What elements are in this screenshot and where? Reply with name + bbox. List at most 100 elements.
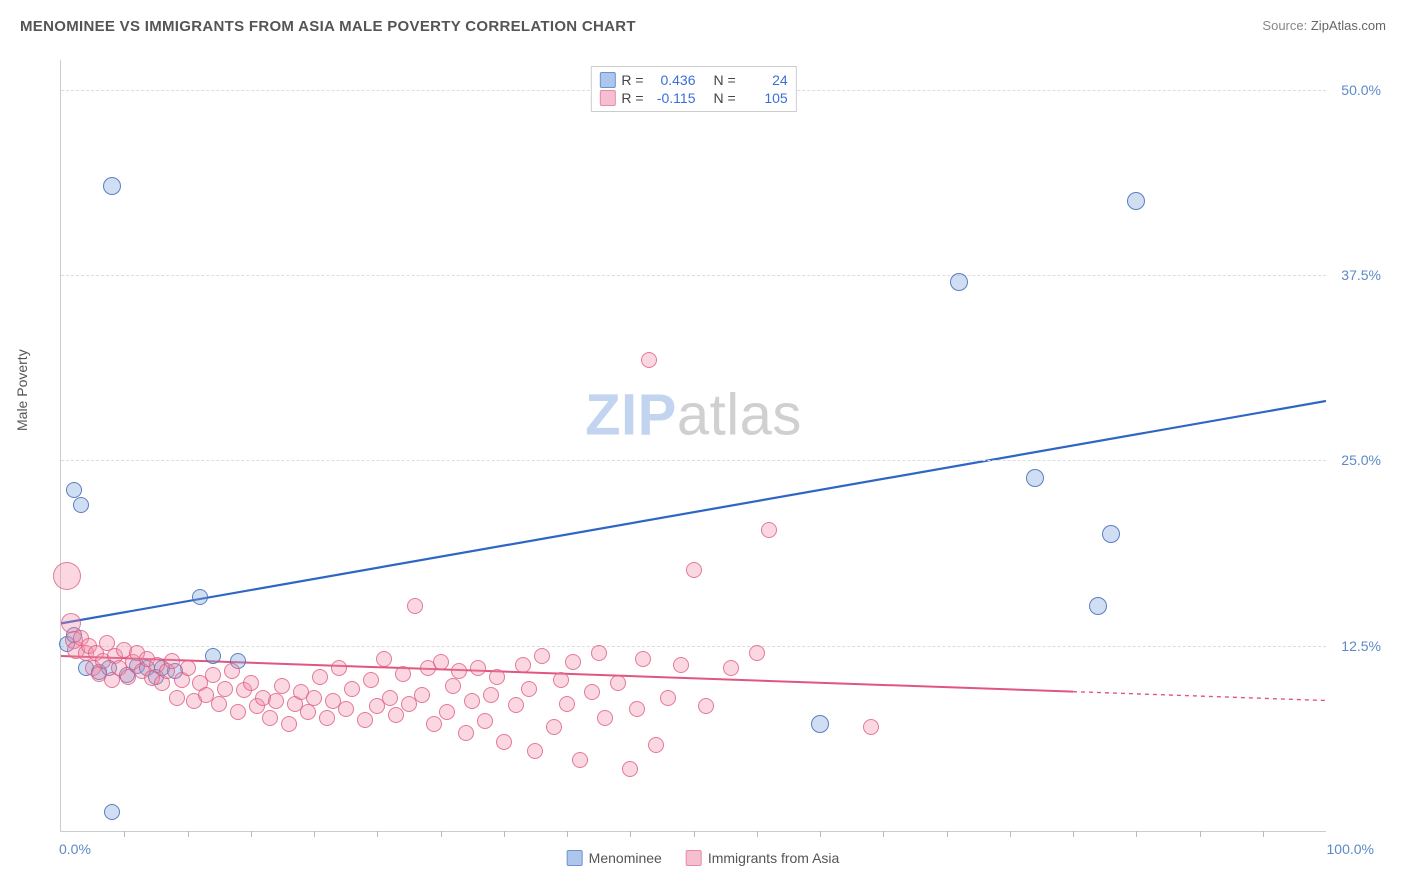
data-point bbox=[395, 666, 411, 682]
data-point bbox=[164, 653, 180, 669]
data-point bbox=[508, 697, 524, 713]
x-tick-mark bbox=[757, 831, 758, 837]
legend-row-immigrants: R = -0.115 N = 105 bbox=[599, 89, 787, 107]
data-point bbox=[376, 651, 392, 667]
legend-swatch-menominee bbox=[599, 72, 615, 88]
data-point bbox=[388, 707, 404, 723]
x-tick-100: 100.0% bbox=[1327, 841, 1374, 857]
correlation-legend: R = 0.436 N = 24 R = -0.115 N = 105 bbox=[590, 66, 796, 112]
data-point bbox=[483, 687, 499, 703]
data-point bbox=[950, 273, 968, 291]
data-point bbox=[470, 660, 486, 676]
n-value-menominee: 24 bbox=[742, 72, 788, 88]
x-tick-mark bbox=[377, 831, 378, 837]
data-point bbox=[648, 737, 664, 753]
legend-label-menominee: Menominee bbox=[589, 850, 662, 866]
data-point bbox=[686, 562, 702, 578]
x-tick-mark bbox=[567, 831, 568, 837]
x-tick-mark bbox=[1073, 831, 1074, 837]
x-tick-mark bbox=[1010, 831, 1011, 837]
x-tick-mark bbox=[504, 831, 505, 837]
data-point bbox=[338, 701, 354, 717]
data-point bbox=[363, 672, 379, 688]
data-point bbox=[546, 719, 562, 735]
data-point bbox=[521, 681, 537, 697]
x-tick-mark bbox=[441, 831, 442, 837]
data-point bbox=[477, 713, 493, 729]
data-point bbox=[205, 667, 221, 683]
data-point bbox=[66, 482, 82, 498]
data-point bbox=[426, 716, 442, 732]
legend-row-menominee: R = 0.436 N = 24 bbox=[599, 71, 787, 89]
data-point bbox=[211, 696, 227, 712]
data-point bbox=[565, 654, 581, 670]
data-point bbox=[407, 598, 423, 614]
source-attribution: Source: ZipAtlas.com bbox=[1262, 18, 1386, 33]
data-point bbox=[629, 701, 645, 717]
data-point bbox=[597, 710, 613, 726]
data-point bbox=[331, 660, 347, 676]
legend-swatch-immigrants-icon bbox=[686, 850, 702, 866]
data-point bbox=[1127, 192, 1145, 210]
data-point bbox=[414, 687, 430, 703]
data-point bbox=[527, 743, 543, 759]
data-point bbox=[761, 522, 777, 538]
y-tick-label: 37.5% bbox=[1341, 267, 1381, 283]
data-point bbox=[344, 681, 360, 697]
x-tick-mark bbox=[883, 831, 884, 837]
data-point bbox=[205, 648, 221, 664]
y-tick-label: 12.5% bbox=[1341, 638, 1381, 654]
chart-title: MENOMINEE VS IMMIGRANTS FROM ASIA MALE P… bbox=[20, 18, 636, 35]
data-point bbox=[169, 690, 185, 706]
data-point bbox=[641, 352, 657, 368]
data-point bbox=[610, 675, 626, 691]
watermark: ZIPatlas bbox=[585, 381, 802, 448]
n-label: N = bbox=[714, 72, 736, 88]
data-point bbox=[300, 704, 316, 720]
x-tick-mark bbox=[630, 831, 631, 837]
data-point bbox=[811, 715, 829, 733]
r-value-immigrants: -0.115 bbox=[650, 90, 696, 106]
data-point bbox=[180, 660, 196, 676]
data-point bbox=[224, 663, 240, 679]
data-point bbox=[489, 669, 505, 685]
legend-swatch-immigrants bbox=[599, 90, 615, 106]
data-point bbox=[723, 660, 739, 676]
r-label: R = bbox=[621, 72, 643, 88]
data-point bbox=[53, 562, 81, 590]
data-point bbox=[1102, 525, 1120, 543]
y-tick-label: 25.0% bbox=[1341, 452, 1381, 468]
trend-line bbox=[61, 401, 1326, 623]
data-point bbox=[584, 684, 600, 700]
data-point bbox=[496, 734, 512, 750]
chart-container: Male Poverty ZIPatlas R = 0.436 N = 24 R… bbox=[20, 50, 1386, 872]
source-value: ZipAtlas.com bbox=[1311, 18, 1386, 33]
data-point bbox=[534, 648, 550, 664]
data-point bbox=[660, 690, 676, 706]
source-label: Source: bbox=[1262, 18, 1307, 33]
data-point bbox=[591, 645, 607, 661]
x-tick-mark bbox=[1200, 831, 1201, 837]
n-label: N = bbox=[714, 90, 736, 106]
x-tick-mark bbox=[947, 831, 948, 837]
x-tick-mark bbox=[251, 831, 252, 837]
data-point bbox=[73, 497, 89, 513]
data-point bbox=[192, 589, 208, 605]
data-point bbox=[464, 693, 480, 709]
data-point bbox=[458, 725, 474, 741]
x-tick-mark bbox=[694, 831, 695, 837]
gridline bbox=[61, 460, 1326, 461]
data-point bbox=[281, 716, 297, 732]
data-point bbox=[433, 654, 449, 670]
data-point bbox=[698, 698, 714, 714]
data-point bbox=[439, 704, 455, 720]
data-point bbox=[230, 704, 246, 720]
trend-lines-layer bbox=[61, 60, 1326, 831]
data-point bbox=[749, 645, 765, 661]
series-legend: Menominee Immigrants from Asia bbox=[567, 850, 840, 866]
x-tick-mark bbox=[314, 831, 315, 837]
data-point bbox=[553, 672, 569, 688]
data-point bbox=[1089, 597, 1107, 615]
data-point bbox=[451, 663, 467, 679]
data-point bbox=[262, 710, 278, 726]
